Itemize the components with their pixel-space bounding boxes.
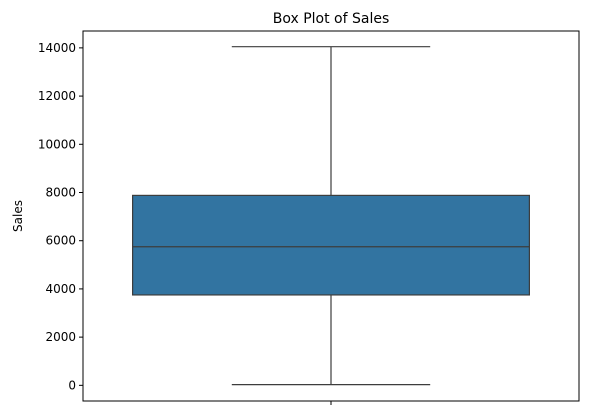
- y-tick-label: 10000: [38, 137, 76, 151]
- y-tick-label: 12000: [38, 89, 76, 103]
- y-axis-ticks: 0 2000 4000 6000 8000 10000 12000 14000: [38, 41, 83, 392]
- y-tick-label: 14000: [38, 41, 76, 55]
- y-tick-label: 6000: [45, 234, 76, 248]
- y-tick-label: 8000: [45, 185, 76, 199]
- chart-title: Box Plot of Sales: [273, 11, 390, 27]
- interquartile-box: [132, 194, 530, 296]
- plot-frame: [82, 30, 580, 402]
- box-series: [132, 46, 530, 386]
- y-axis-label: Sales: [11, 200, 25, 232]
- y-tick-label: 0: [68, 378, 76, 392]
- y-tick-label: 4000: [45, 282, 76, 296]
- y-tick-label: 2000: [45, 330, 76, 344]
